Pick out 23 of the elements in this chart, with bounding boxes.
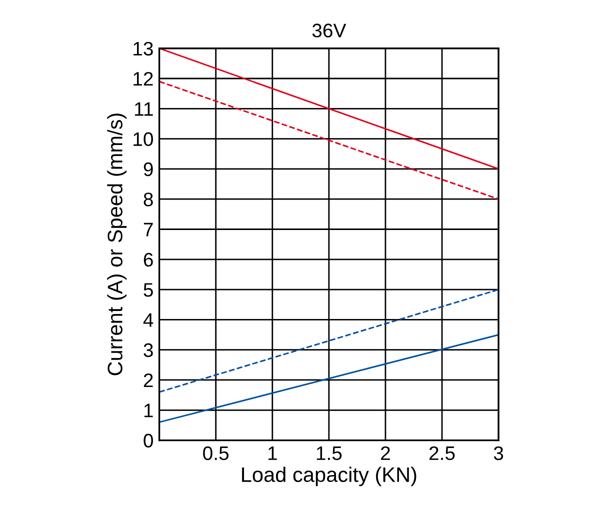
y-tick-label: 12: [134, 72, 153, 86]
y-tick-label: 2: [144, 373, 153, 388]
x-tick-label: 3: [494, 446, 504, 460]
y-tick-label: 7: [144, 222, 153, 236]
y-tick-label: 6: [144, 252, 153, 267]
x-tick-label: 1.5: [316, 446, 342, 460]
y-tick-label: 9: [144, 162, 153, 176]
y-tick-label: 10: [134, 132, 153, 146]
chart-title: 36V: [312, 24, 346, 38]
y-tick-label: 0: [144, 434, 153, 448]
y-tick-label: 11: [135, 102, 153, 116]
y-axis-title: Current (A) or Speed (mm/s): [107, 114, 127, 376]
y-tick-label: 5: [144, 283, 153, 297]
x-tick-label: 0.5: [203, 446, 229, 460]
y-tick-label: 4: [143, 313, 154, 327]
y-tick-label: 1: [144, 404, 153, 418]
y-tick-label: 13: [134, 42, 153, 56]
x-tick-label: 2: [381, 446, 390, 460]
y-tick-label: 3: [144, 343, 153, 358]
x-axis-title: Load capacity (KN): [242, 466, 416, 486]
x-tick-label: 2.5: [429, 446, 455, 460]
y-tick-label: 8: [144, 192, 153, 206]
x-tick-label: 1: [268, 446, 277, 460]
